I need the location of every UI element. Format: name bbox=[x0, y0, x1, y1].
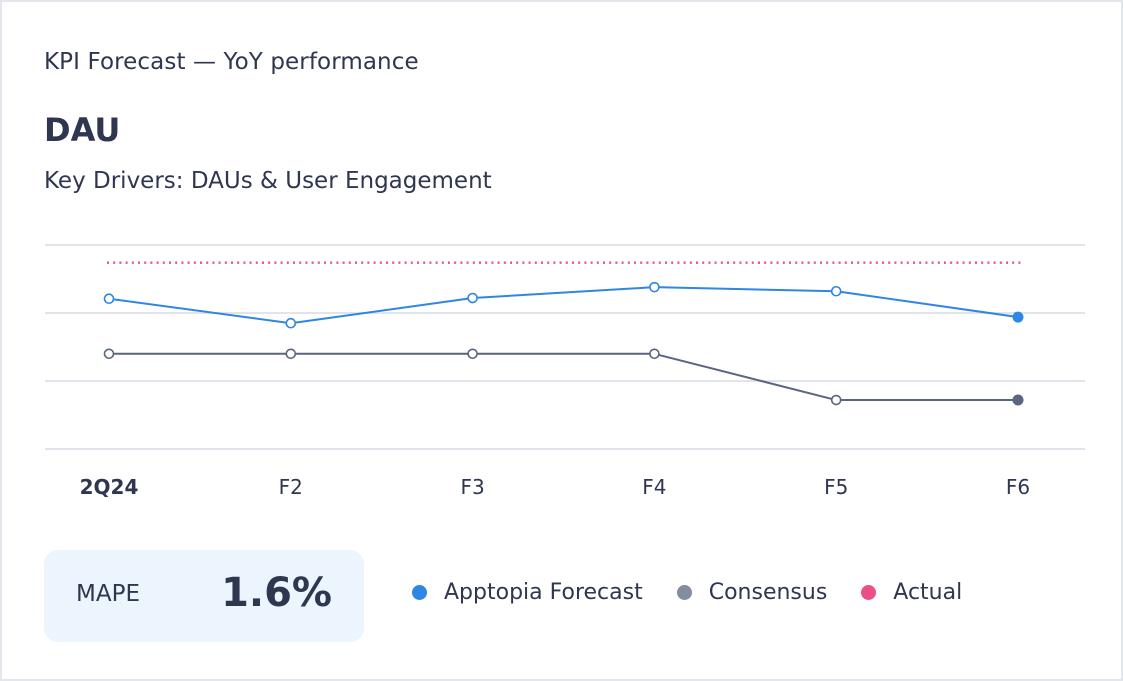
series-layer bbox=[103, 261, 1024, 406]
data-point bbox=[103, 348, 115, 360]
metric-subtitle: Key Drivers: DAUs & User Engagement bbox=[44, 168, 492, 194]
legend-item-forecast: Apptopia Forecast bbox=[412, 580, 643, 605]
data-point bbox=[285, 317, 297, 329]
data-point bbox=[649, 348, 660, 360]
legend-item-consensus: Consensus bbox=[676, 580, 828, 605]
series-line-consensus bbox=[109, 352, 1018, 402]
x-tick-label: F4 bbox=[642, 475, 666, 499]
x-tick-label: F5 bbox=[824, 475, 848, 499]
data-point bbox=[103, 293, 115, 305]
legend-label-forecast: Apptopia Forecast bbox=[444, 580, 643, 605]
data-point bbox=[649, 281, 660, 293]
legend-item-actual: Actual bbox=[861, 580, 962, 605]
x-tick-label: 2Q24 bbox=[80, 475, 139, 499]
chart-legend: Apptopia Forecast Consensus Actual bbox=[412, 580, 996, 605]
series-line-apptopia-forecast bbox=[108, 286, 1019, 325]
card-eyebrow: KPI Forecast — YoY performance bbox=[44, 49, 419, 75]
x-tick-label: F6 bbox=[1006, 475, 1030, 499]
x-tick-label: F2 bbox=[279, 475, 303, 499]
series-apptopia-forecast bbox=[103, 281, 1024, 329]
line-chart: 2Q24 F2 F3 F4 F5 F6 bbox=[45, 244, 1085, 499]
gridlines bbox=[45, 244, 1085, 450]
data-point bbox=[1012, 311, 1024, 323]
x-axis-labels: 2Q24 F2 F3 F4 F5 F6 bbox=[80, 475, 1030, 499]
mape-box: MAPE 1.6% bbox=[44, 550, 364, 642]
data-point bbox=[1012, 394, 1024, 406]
legend-dot-actual-icon bbox=[861, 585, 877, 600]
metric-title: DAU bbox=[44, 111, 121, 149]
mape-label: MAPE bbox=[76, 581, 140, 607]
data-point bbox=[285, 348, 297, 360]
data-point bbox=[830, 394, 842, 406]
data-point bbox=[467, 292, 478, 304]
data-point bbox=[467, 348, 478, 360]
x-tick-label: F3 bbox=[460, 475, 484, 499]
legend-label-consensus: Consensus bbox=[708, 580, 828, 605]
legend-label-actual: Actual bbox=[893, 580, 963, 605]
data-point bbox=[830, 285, 842, 297]
legend-dot-forecast-icon bbox=[412, 585, 427, 600]
legend-dot-consensus-icon bbox=[676, 585, 692, 600]
series-consensus bbox=[103, 348, 1024, 406]
mape-value: 1.6% bbox=[221, 570, 332, 616]
